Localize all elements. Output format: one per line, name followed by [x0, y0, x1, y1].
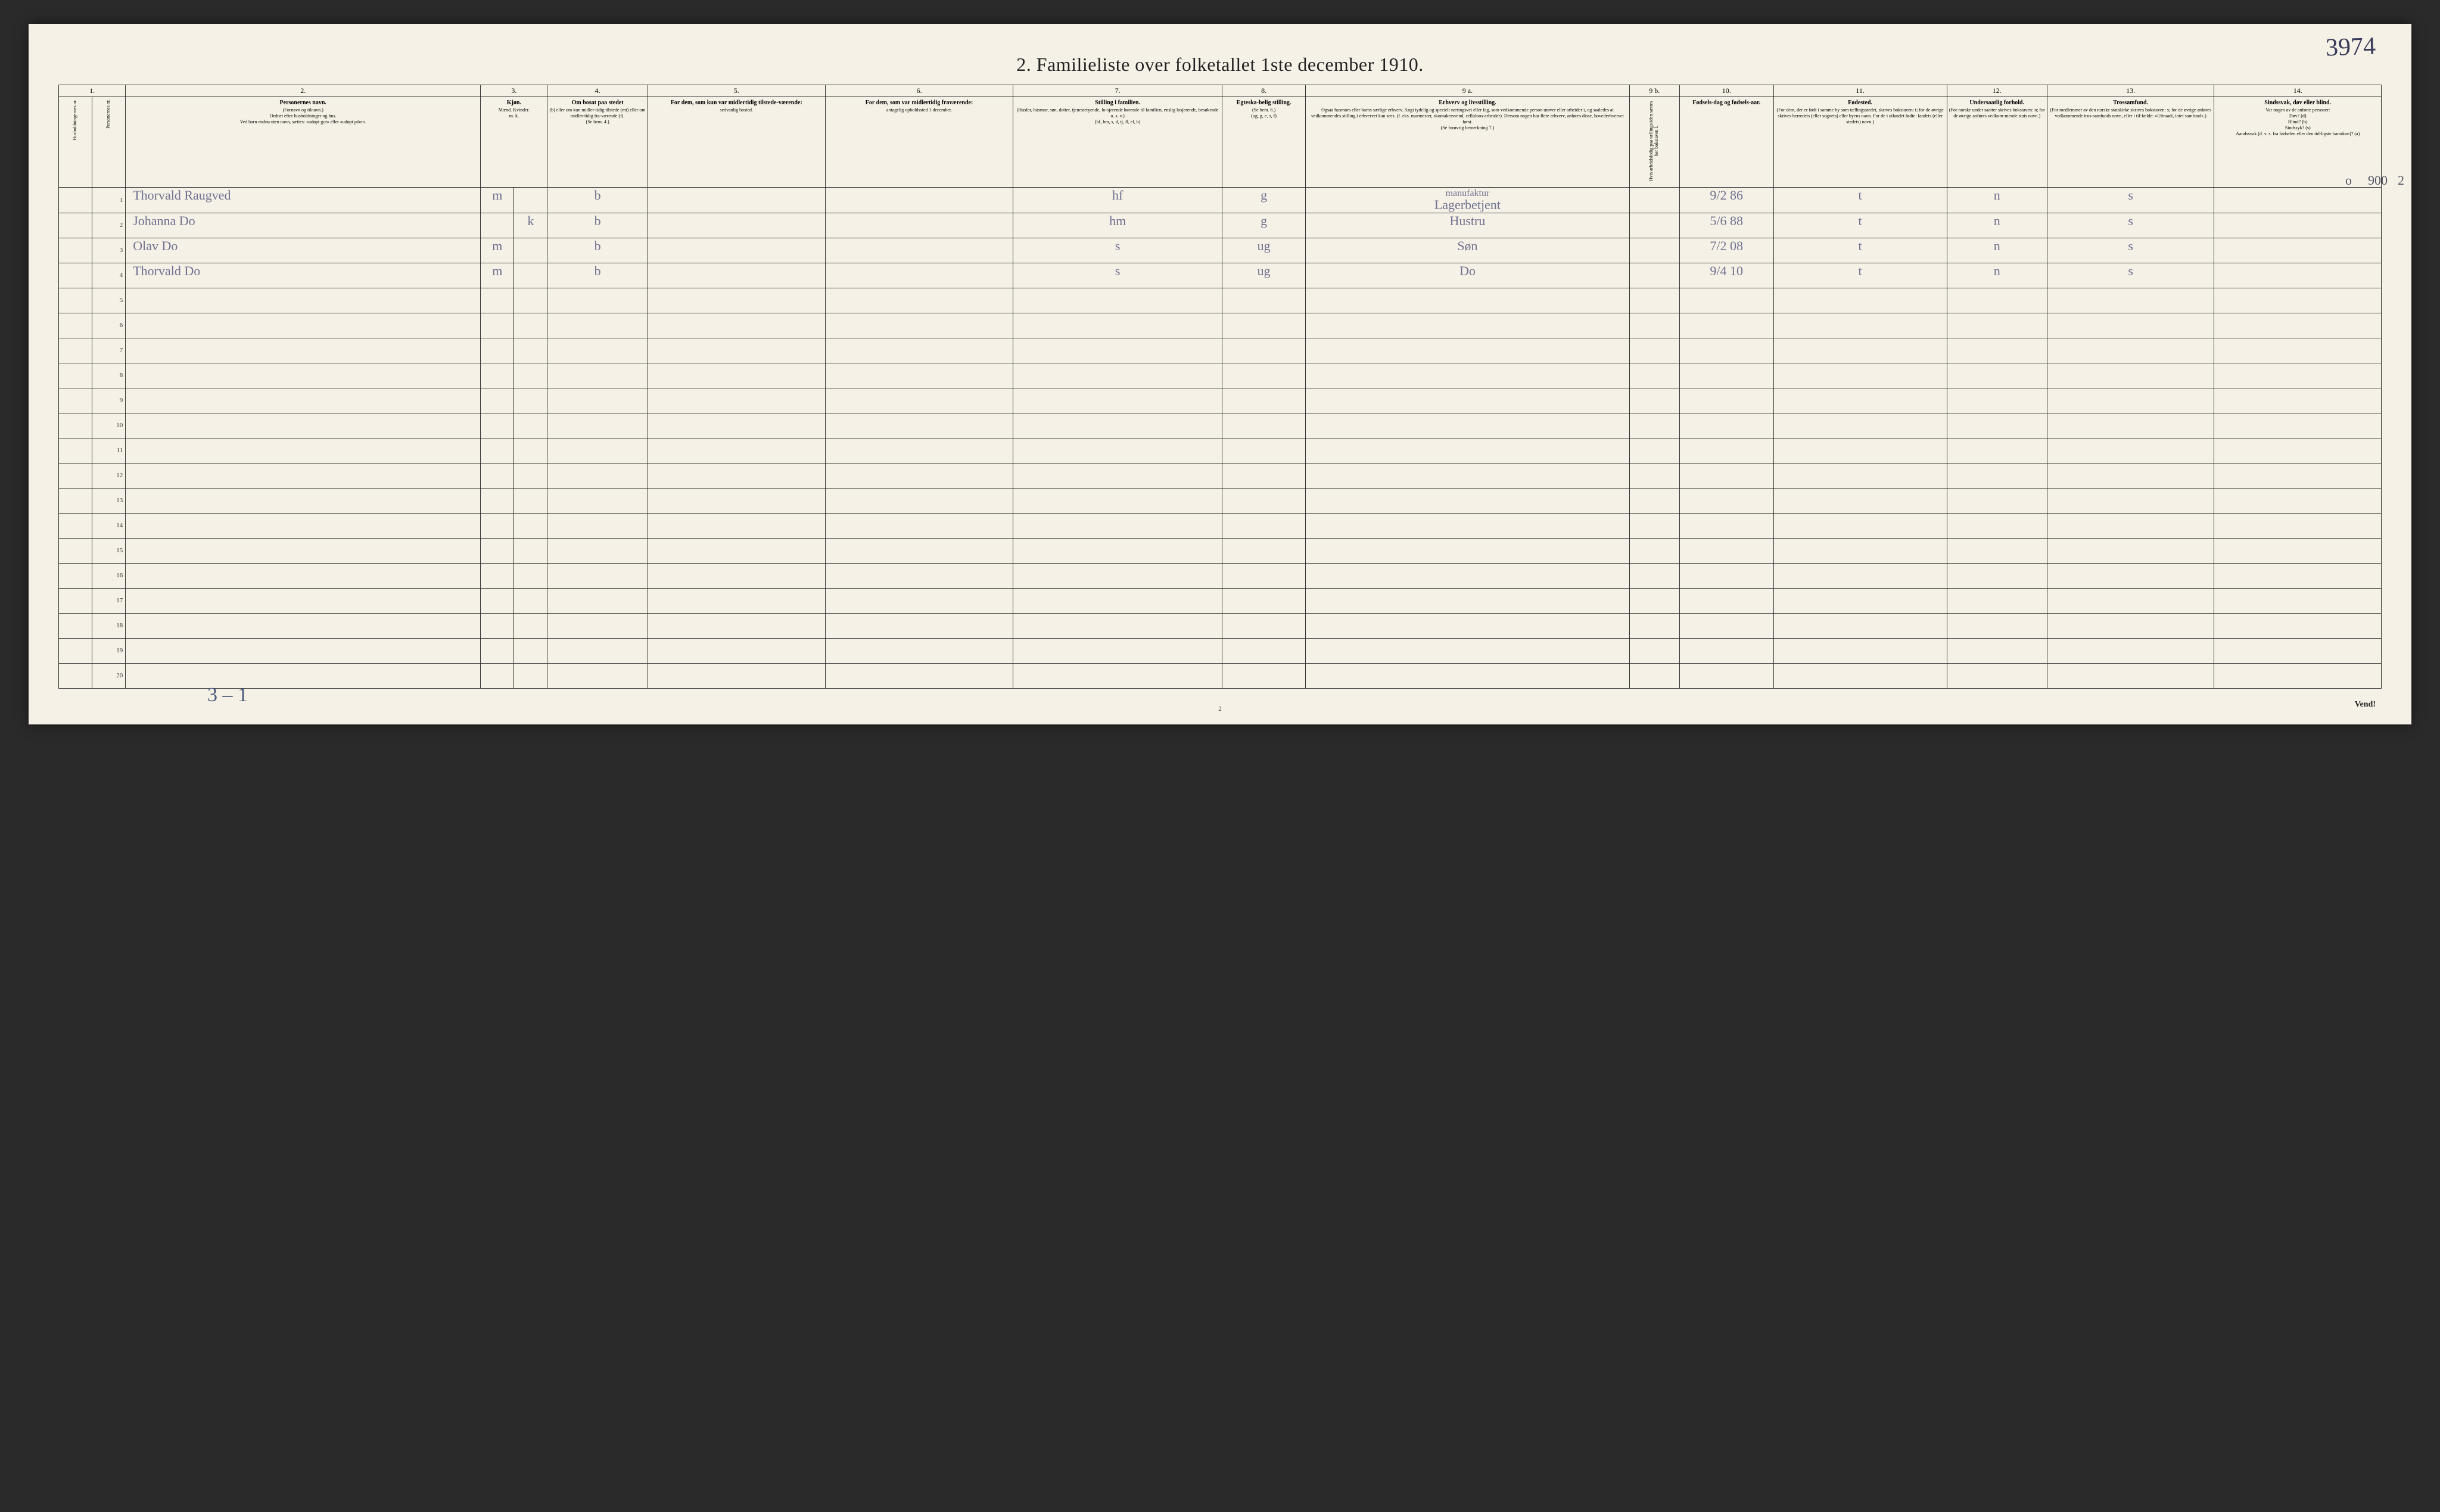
printed-page-number: 2	[1218, 705, 1222, 713]
table-row: 14	[59, 514, 2382, 539]
bottom-handwritten-note: 3 – 1	[207, 684, 248, 707]
table-row: 6	[59, 313, 2382, 338]
table-row: 12	[59, 463, 2382, 489]
table-row: 19	[59, 639, 2382, 664]
table-row: 3Olav DombsugSøn7/2 08tns	[59, 238, 2382, 263]
table-row: 5	[59, 288, 2382, 313]
table-row: 18	[59, 614, 2382, 639]
table-row: 2Johanna DokbhmgHustru5/6 88tns	[59, 213, 2382, 238]
table-row: 4Thorvald DombsugDo9/4 10tns	[59, 263, 2382, 288]
table-row: 1Thorvald RaugvedmbhfgmanufakturLagerbet…	[59, 188, 2382, 213]
turn-over-label: Vend!	[2355, 700, 2376, 710]
table-row: 17	[59, 589, 2382, 614]
table-row: 10	[59, 413, 2382, 438]
census-page: 3974 2. Familieliste over folketallet 1s…	[29, 24, 2411, 724]
table-row: 9	[59, 388, 2382, 413]
table-row: 7	[59, 338, 2382, 363]
table-row: 15	[59, 539, 2382, 564]
margin-note-o: o	[2345, 173, 2352, 188]
census-table: 1.2.3.4.5.6.7.8.9 a.9 b.10.11.12.13.14. …	[58, 85, 2382, 689]
table-body: 1Thorvald RaugvedmbhfgmanufakturLagerbet…	[59, 188, 2382, 689]
column-header-row: Husholdningernes nr.Personernes nr.Perso…	[59, 97, 2382, 188]
page-title: 2. Familieliste over folketallet 1ste de…	[58, 54, 2382, 76]
column-number-row: 1.2.3.4.5.6.7.8.9 a.9 b.10.11.12.13.14.	[59, 85, 2382, 97]
table-row: 13	[59, 489, 2382, 514]
table-row: 20	[59, 664, 2382, 689]
margin-note-2: 2	[2398, 173, 2404, 188]
table-row: 8	[59, 363, 2382, 388]
margin-note-900: 900	[2368, 173, 2388, 188]
table-row: 11	[59, 438, 2382, 463]
handwritten-page-id: 3974	[2325, 32, 2376, 63]
table-row: 16	[59, 564, 2382, 589]
